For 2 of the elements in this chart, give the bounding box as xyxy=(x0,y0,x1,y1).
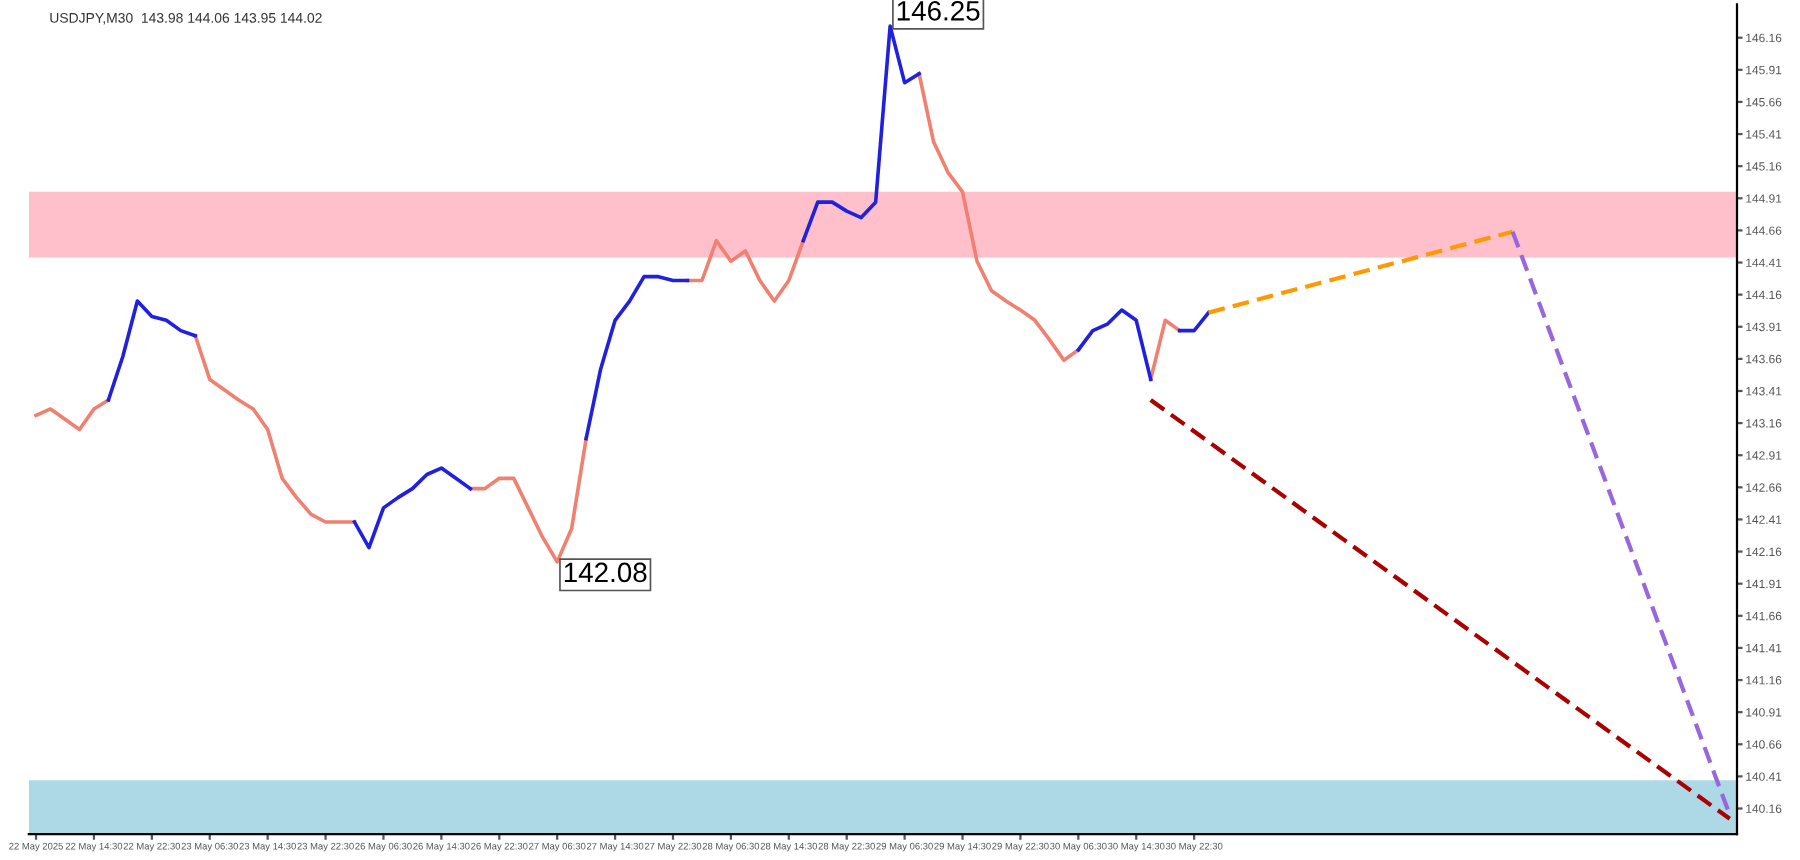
annotation: 146.25 xyxy=(897,0,980,21)
annotation: 142.08 xyxy=(564,562,647,583)
